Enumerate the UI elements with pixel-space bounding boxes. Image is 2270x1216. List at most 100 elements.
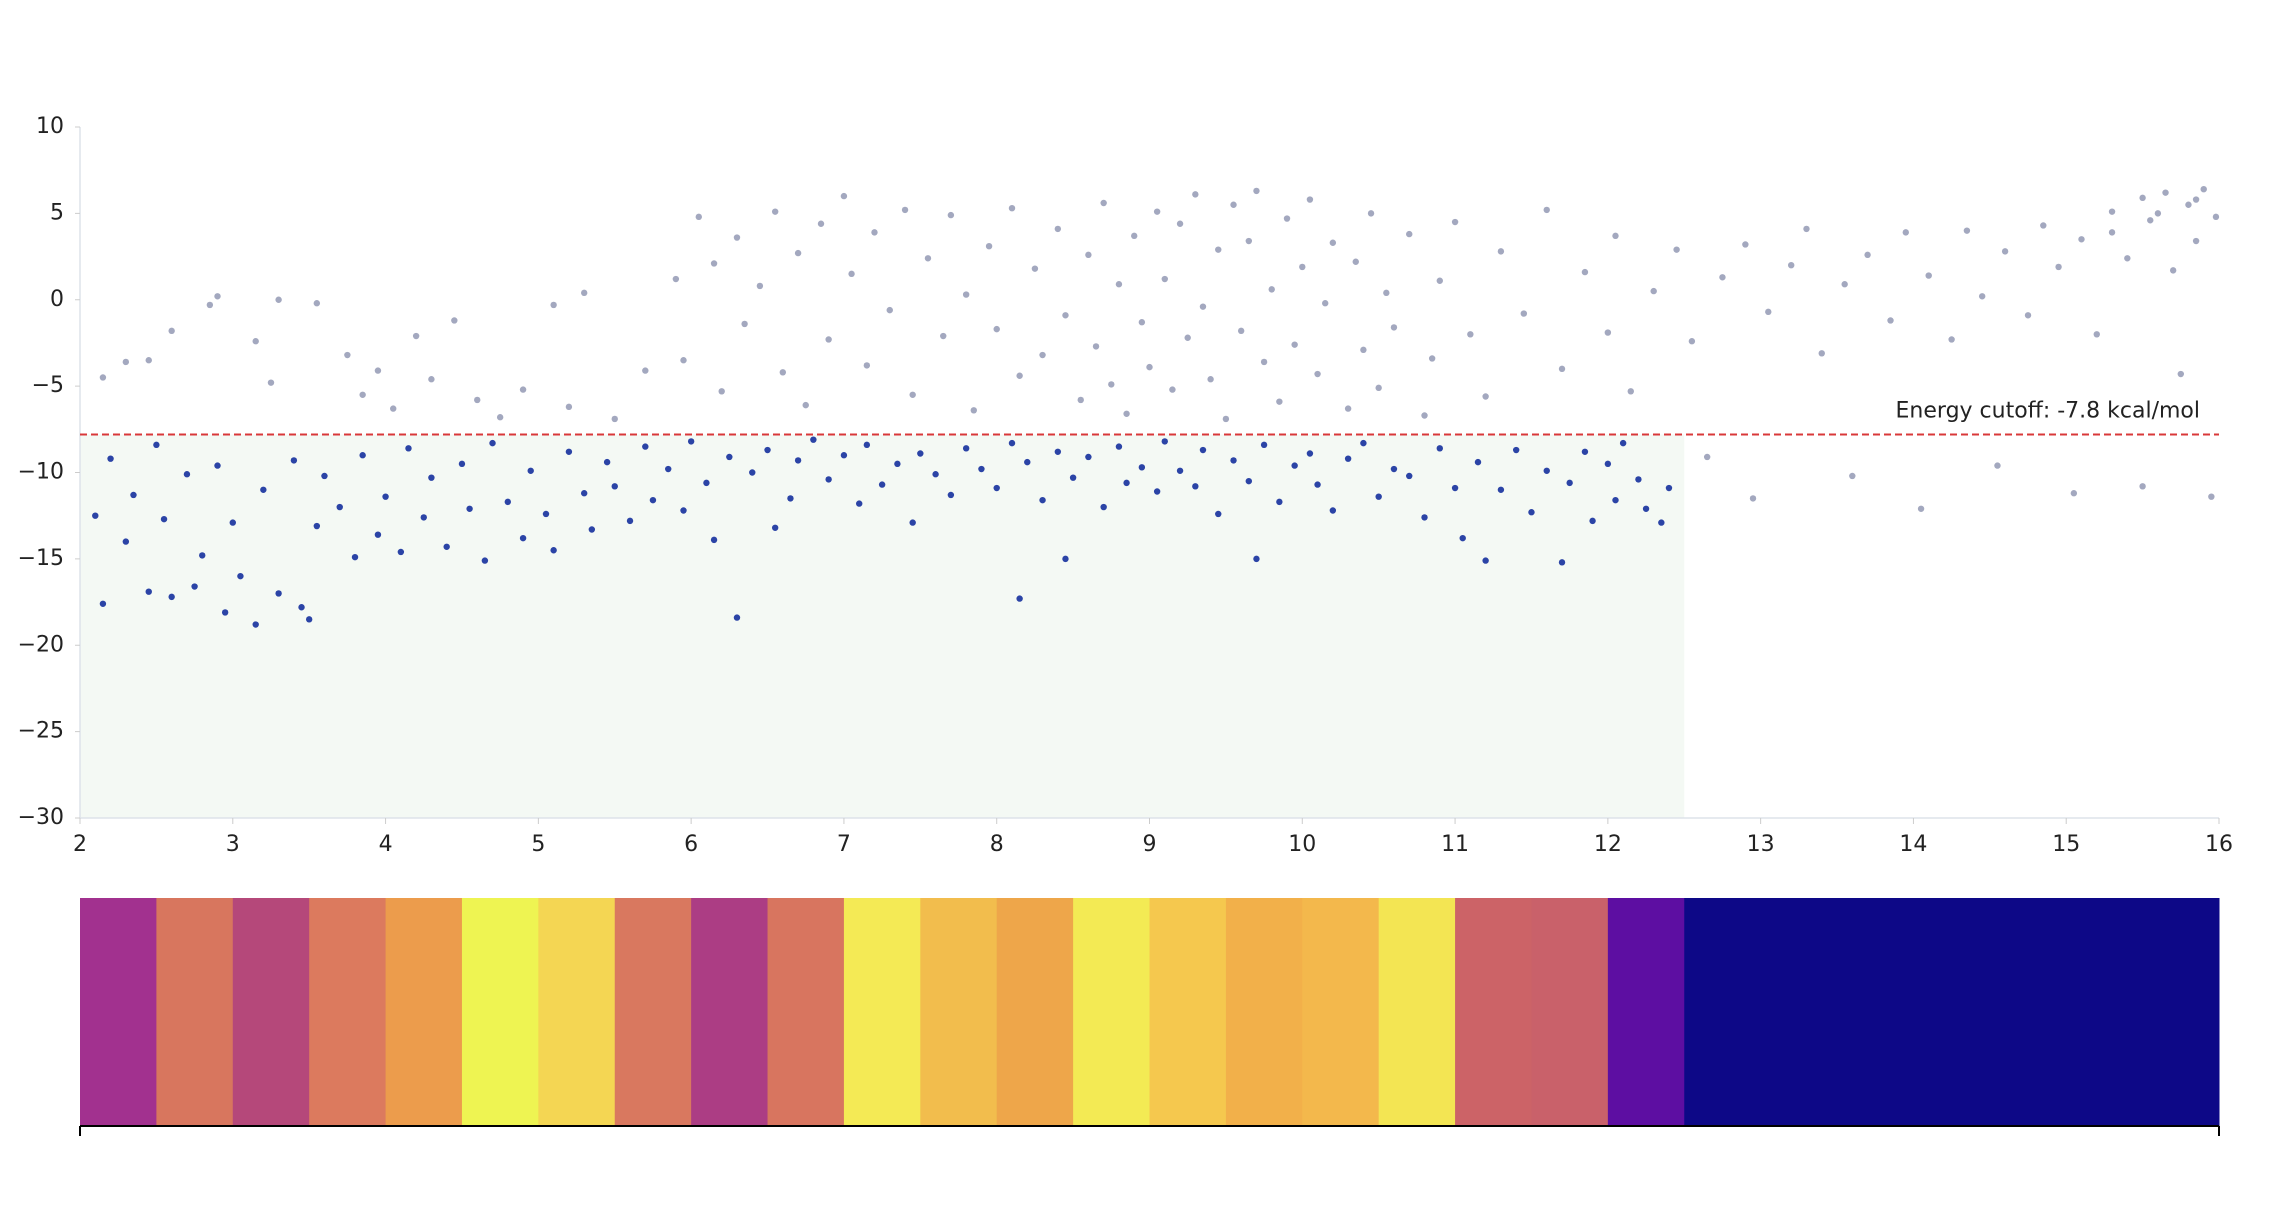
- point: [2040, 222, 2047, 229]
- x-tick-label: 6: [684, 832, 698, 857]
- point: [1291, 341, 1298, 348]
- point: [787, 495, 794, 502]
- y-tick-label: −20: [18, 632, 64, 657]
- point: [1497, 486, 1505, 493]
- point: [214, 462, 221, 469]
- point: [1344, 455, 1352, 462]
- point: [1069, 474, 1077, 481]
- point: [1153, 488, 1161, 495]
- point: [481, 557, 489, 564]
- heatmap-cell: [996, 898, 1074, 1126]
- point: [718, 388, 725, 395]
- point: [145, 357, 152, 364]
- heatmap-cell: [232, 898, 310, 1126]
- x-tick-label: 2: [73, 832, 87, 857]
- point: [412, 332, 420, 340]
- point: [1260, 358, 1268, 366]
- point: [1199, 446, 1207, 454]
- point: [1207, 376, 1214, 383]
- point: [1314, 370, 1321, 378]
- point: [1406, 230, 1413, 238]
- heatmap-cell: [385, 898, 463, 1126]
- point: [1558, 559, 1566, 566]
- point: [871, 229, 878, 236]
- heatmap-cell: [1531, 898, 1609, 1126]
- point: [1864, 251, 1871, 259]
- point: [1375, 493, 1382, 500]
- point: [519, 534, 527, 542]
- point: [1199, 303, 1207, 310]
- point: [588, 526, 596, 533]
- point: [1451, 484, 1459, 492]
- point: [107, 455, 114, 462]
- y-tick-label: −25: [18, 719, 64, 744]
- point: [1169, 386, 1176, 393]
- point: [1406, 472, 1413, 480]
- point: [1016, 372, 1023, 379]
- point: [710, 260, 718, 267]
- point: [901, 206, 909, 214]
- x-tick-label: 10: [1288, 832, 1316, 857]
- x-tick-label: 7: [837, 832, 851, 857]
- point: [894, 460, 901, 468]
- point: [1566, 479, 1573, 487]
- point: [978, 465, 985, 473]
- point: [1146, 363, 1153, 371]
- point: [527, 467, 534, 474]
- point: [1161, 275, 1168, 283]
- point: [1329, 507, 1337, 514]
- point: [1528, 509, 1535, 516]
- point: [580, 490, 588, 497]
- point: [1390, 465, 1398, 473]
- point: [1222, 415, 1230, 423]
- point: [794, 249, 802, 257]
- point: [802, 401, 809, 409]
- point: [2177, 370, 2185, 378]
- point: [710, 536, 718, 544]
- point: [122, 358, 130, 366]
- point: [794, 457, 802, 464]
- point: [680, 357, 687, 364]
- point: [1039, 496, 1046, 504]
- point: [191, 583, 198, 590]
- point: [1100, 199, 1107, 207]
- point: [840, 192, 848, 200]
- point: [2185, 201, 2192, 208]
- point: [1688, 338, 1696, 345]
- point: [252, 621, 259, 628]
- point: [2154, 210, 2162, 217]
- point: [863, 362, 871, 369]
- point: [817, 220, 825, 227]
- point: [519, 386, 527, 393]
- point: [993, 325, 1000, 333]
- point: [298, 604, 305, 611]
- point: [1612, 232, 1619, 240]
- y-tick-label: 0: [50, 287, 64, 312]
- point: [1451, 218, 1459, 226]
- point: [1062, 555, 1069, 563]
- point: [1253, 555, 1260, 563]
- x-tick-label: 13: [1747, 832, 1775, 857]
- point: [1390, 324, 1398, 331]
- point: [313, 300, 321, 307]
- y-tick-label: −10: [18, 460, 64, 485]
- point: [2139, 483, 2146, 490]
- point: [1558, 365, 1566, 373]
- y-tick-label: −15: [18, 546, 64, 571]
- point: [1276, 398, 1283, 405]
- point: [1108, 381, 1115, 388]
- point: [1360, 346, 1367, 354]
- point: [267, 379, 275, 386]
- point: [993, 484, 1000, 492]
- point: [550, 547, 557, 554]
- point: [2200, 185, 2207, 193]
- point: [1291, 462, 1298, 469]
- point: [374, 367, 382, 374]
- point: [168, 327, 175, 335]
- point: [970, 407, 977, 414]
- point: [947, 211, 955, 219]
- point: [1176, 467, 1184, 474]
- point: [672, 275, 680, 283]
- point: [924, 255, 932, 262]
- point: [1253, 187, 1260, 195]
